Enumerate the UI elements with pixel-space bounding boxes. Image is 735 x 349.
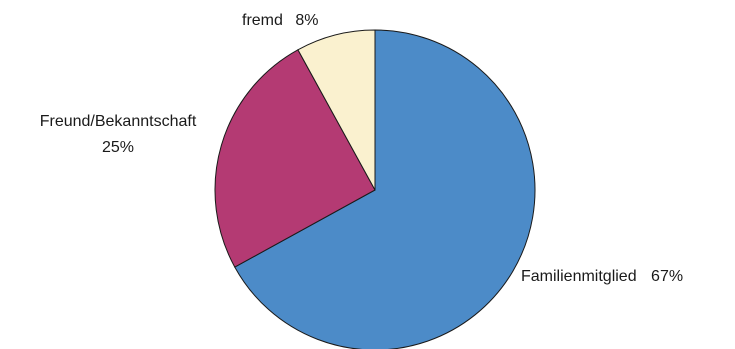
pie-slice-familienmitglied [234, 29, 536, 349]
slice-label-fremd-value: 8% [295, 12, 318, 29]
slice-label-familienmitglied-name: Familienmitglied [521, 268, 637, 285]
slice-label-familienmitglied: Familienmitglied 67% [521, 268, 683, 285]
pie-slices [214, 29, 536, 349]
pie-slice-freund-bekanntschaft [214, 49, 376, 268]
slice-label-fremd-name: fremd [242, 12, 283, 29]
slice-label-fremd: fremd 8% [242, 12, 318, 29]
slice-label-freund-name: Freund/Bekanntschaft [40, 113, 197, 130]
slice-label-freund-value: 25% [102, 139, 134, 156]
pie-slice-fremd [297, 29, 376, 191]
slice-labels: Familienmitglied 67% Freund/Bekanntschaf… [40, 12, 683, 285]
slice-label-familienmitglied-value: 67% [651, 268, 683, 285]
